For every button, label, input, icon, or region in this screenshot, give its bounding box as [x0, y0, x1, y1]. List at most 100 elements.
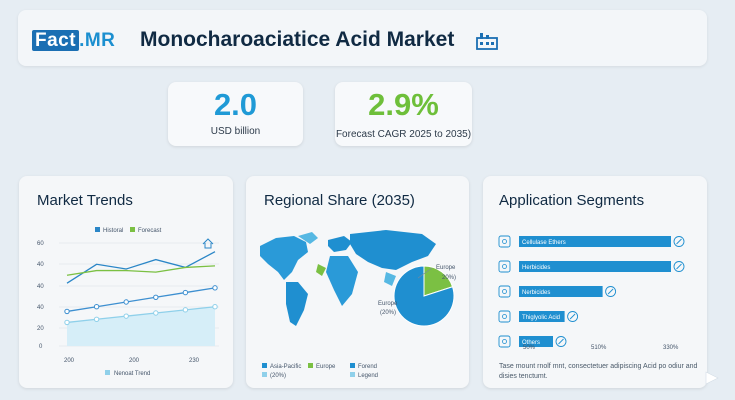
trend-area	[67, 306, 215, 346]
y-tick: 40	[37, 262, 44, 268]
sprout-icon-stroke	[676, 263, 682, 270]
applications-chart: Cellulase Ethers Herbicides Nerbicides Thig…	[498, 235, 685, 351]
leaf-icon-stroke	[676, 238, 682, 245]
series-point	[64, 319, 70, 326]
segment-bar	[519, 261, 671, 272]
series-line-2	[66, 287, 216, 313]
series-point	[153, 294, 159, 300]
segment-bar	[519, 311, 565, 322]
factory-icon	[476, 33, 498, 50]
trend-footer: Nenoat Trend	[114, 371, 150, 377]
leaf-icon	[673, 236, 685, 247]
legend-asia: Asia-Pacific	[270, 364, 301, 370]
segment-marker-dot	[502, 289, 507, 294]
segment-marker-dot	[502, 339, 507, 344]
card-title: Regional Share (2035)	[264, 192, 415, 209]
series-point	[123, 313, 129, 319]
y-tick: 0	[39, 344, 43, 350]
europe-share: 20%)	[442, 275, 456, 281]
card-title: Market Trends	[37, 192, 133, 209]
segment-label: Nerbicides	[522, 290, 550, 296]
sprout-icon	[673, 261, 685, 272]
series-line-1	[66, 265, 216, 276]
series-point	[93, 316, 100, 322]
legend-swatch	[308, 363, 313, 368]
legend-legend: Legend	[358, 373, 378, 379]
segment-label: Others	[522, 340, 540, 346]
series-point	[182, 289, 189, 296]
x-tick: 200	[64, 358, 75, 364]
series-point	[212, 304, 218, 310]
market-trends-card: Market Trends Historal Forecast 60 40 40…	[19, 176, 233, 388]
logo-part1: Fact	[32, 30, 80, 51]
pie-slice-europe	[423, 265, 454, 297]
segment-label: Thiglyolic Acid	[522, 315, 560, 321]
europe-label: Europe	[436, 265, 456, 271]
x-tick: 200	[129, 358, 140, 364]
series-line-3	[66, 306, 216, 324]
segment-marker-dot	[502, 314, 507, 319]
legend-forecast: Forecast	[138, 228, 162, 234]
kpi-market-size: 2.0 USD billion	[168, 82, 303, 146]
regional-share-card: Regional Share (2035) Europe 20%) Europe…	[246, 176, 469, 388]
segment-marker	[498, 335, 511, 348]
y-tick: 60	[37, 241, 44, 247]
y-tick: 40	[37, 284, 44, 290]
kpi-label: Forecast CAGR 2025 to 2035)	[335, 129, 472, 140]
segment-marker	[498, 310, 511, 323]
series-point	[212, 285, 218, 291]
page-title: Monocharoaciatice Acid Market	[140, 28, 455, 51]
kpi-value: 2.0	[213, 87, 258, 122]
trends-chart: Historal Forecast 60 40 40 40 20 0 200 2…	[37, 227, 219, 377]
series-point	[182, 307, 189, 313]
legend-historal: Historal	[103, 228, 123, 234]
x-tick: 50%	[523, 345, 536, 351]
cursor-arrow-icon	[705, 371, 719, 385]
legend-swatch-forecast	[130, 227, 135, 232]
kpi-label: USD billion	[210, 126, 261, 137]
segment-label: Herbicides	[522, 265, 550, 271]
segment-bar	[519, 286, 603, 297]
gear-icon	[555, 336, 567, 347]
europe-label-2: Europe	[378, 301, 398, 307]
legend-swatch-trend	[105, 370, 110, 375]
series-line-0	[66, 251, 216, 284]
segment-label: Cellulase Ethers	[522, 240, 566, 246]
application-segments-card: Application Segments Cellulase Ethers Her…	[483, 176, 707, 388]
footnote: Tase mount rnolf mnt, consectetuer adipi…	[499, 363, 698, 380]
series-point	[153, 310, 159, 316]
series-point	[64, 308, 70, 315]
segment-marker	[498, 235, 511, 248]
segment-marker	[498, 285, 511, 298]
logo-part2: .MR	[79, 30, 116, 51]
home-icon[interactable]	[202, 238, 214, 249]
legend-swatch	[262, 363, 267, 368]
header-bar: Fact .MR Monocharoaciatice Acid Market	[18, 10, 707, 66]
flask-icon	[567, 311, 579, 322]
leaf-icon	[605, 286, 617, 297]
x-tick: 330%	[663, 345, 679, 351]
segment-bar	[519, 236, 671, 247]
europe-share-2: (20%)	[380, 310, 396, 316]
leaf-icon-stroke	[607, 288, 614, 295]
flask-icon-stroke	[569, 313, 576, 320]
pie-slice-asia-pacific	[393, 265, 455, 327]
x-tick: 230	[189, 358, 200, 364]
segment-marker-dot	[502, 239, 507, 244]
legend-europe: Europe	[316, 364, 336, 370]
legend-share: (20%)	[270, 373, 286, 379]
legend-swatch	[350, 363, 355, 368]
series-point	[93, 304, 100, 310]
kpi-value: 2.9%	[368, 87, 439, 122]
factmr-logo[interactable]: Fact .MR	[32, 30, 115, 52]
segment-bar	[519, 336, 553, 347]
kpi-cagr: 2.9% Forecast CAGR 2025 to 2035)	[335, 82, 472, 146]
series-point	[123, 299, 129, 305]
y-tick: 40	[37, 305, 44, 311]
y-tick: 20	[37, 326, 44, 332]
regional-chart: Europe 20%) Europe (20%) Asia-Pacific Eu…	[260, 230, 456, 379]
legend-swatch	[350, 372, 355, 377]
gear-icon-stroke	[558, 338, 564, 345]
legend-forend: Forend	[358, 364, 377, 370]
segment-marker-dot	[502, 264, 507, 269]
